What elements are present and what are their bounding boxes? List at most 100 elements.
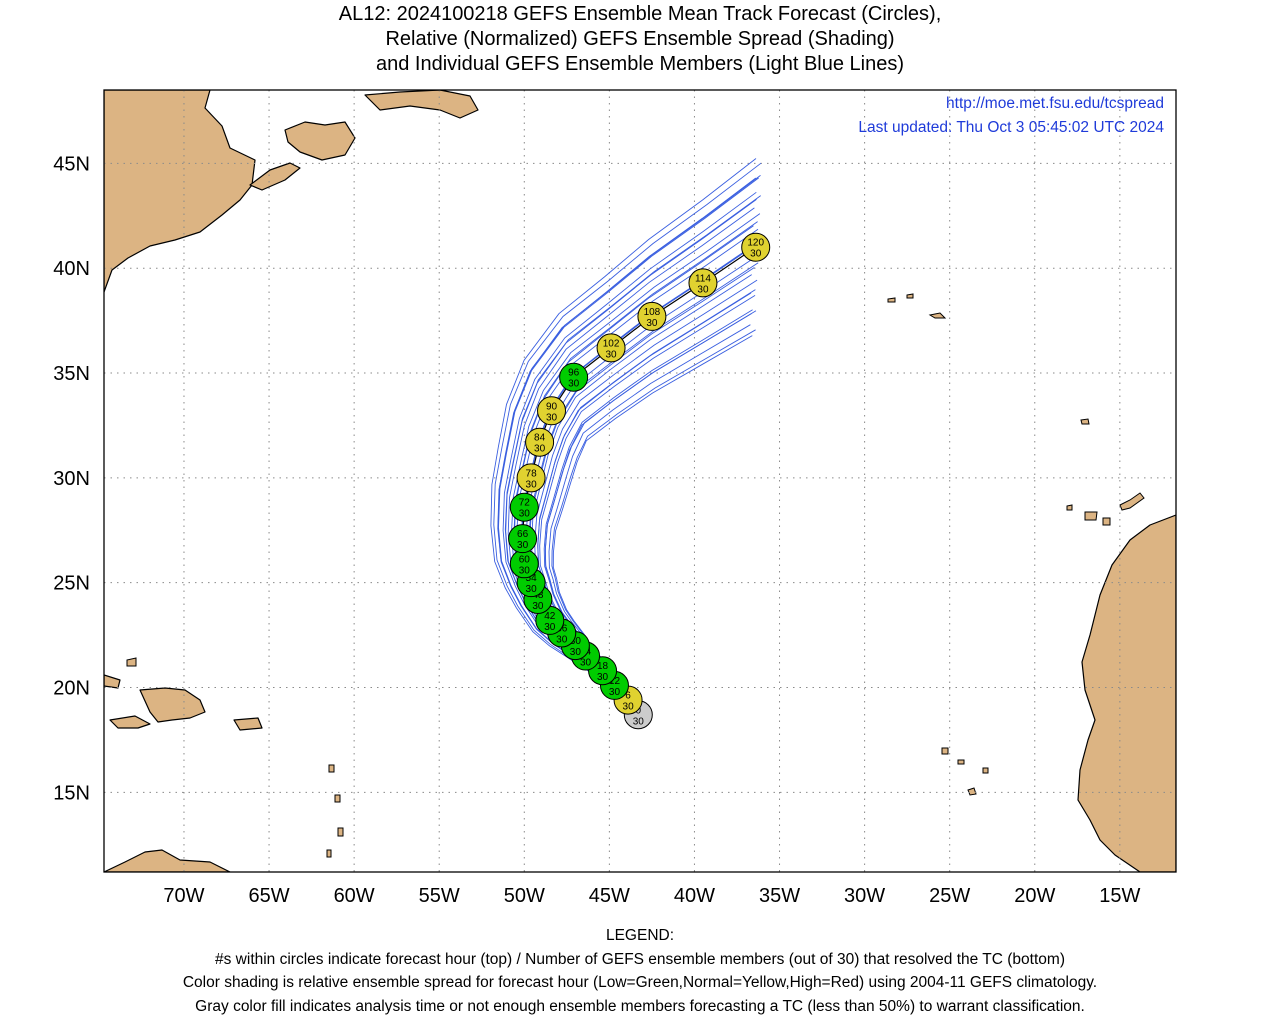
island [1084, 511, 1098, 521]
island [1066, 504, 1073, 511]
newfoundland-land [284, 121, 356, 161]
source-url[interactable]: http://moe.met.fsu.edu/tcspread [946, 95, 1164, 112]
lon-tick-label: 30W [844, 885, 885, 907]
island [1119, 492, 1145, 511]
member-count-label: 30 [532, 601, 544, 612]
forecast-circle [741, 232, 771, 262]
island [328, 764, 335, 773]
africa-land [1077, 514, 1176, 872]
island [887, 297, 896, 303]
cuba-land [104, 674, 121, 689]
lon-tick-label: 70W [163, 885, 204, 907]
lon-tick-label: 65W [248, 885, 289, 907]
island [326, 849, 332, 858]
forecast-hour-label: 54 [526, 573, 538, 584]
member-count-label: 30 [597, 672, 609, 683]
lon-tick-label: 15W [1099, 885, 1140, 907]
longitude-labels: 70W 65W 60W 55W 50W 45W 40W 35W 30W 25W 20W 15W [163, 885, 1140, 907]
island [928, 312, 947, 319]
forecast-hour-label: 42 [544, 611, 556, 622]
member-count-label: 30 [517, 540, 529, 551]
member-count-label: 30 [623, 702, 635, 713]
title-line-2: Relative (Normalized) GEFS Ensemble Spre… [385, 28, 895, 50]
member-count-label: 30 [556, 634, 568, 645]
title-line-1: AL12: 2024100218 GEFS Ensemble Mean Trac… [338, 3, 942, 25]
island [982, 767, 989, 774]
puerto-rico-land [233, 717, 263, 731]
title-line-3: and Individual GEFS Ensemble Members (Li… [375, 53, 905, 75]
forecast-circle [637, 301, 667, 331]
plot-frame [103, 89, 1177, 873]
member-count-label: 30 [546, 412, 558, 423]
forecast-hour-label: 108 [644, 307, 661, 318]
lon-tick-label: 45W [589, 885, 630, 907]
latitude-labels: 15N 20N 25N 30N 35N 40N 45N [53, 153, 90, 804]
forecast-circle [525, 427, 555, 457]
forecast-hour-label: 6 [625, 691, 631, 702]
lat-tick-label: 20N [53, 678, 90, 700]
forecast-hour-label: 120 [747, 238, 764, 249]
member-count-label: 30 [544, 622, 556, 633]
lat-tick-label: 45N [53, 153, 90, 175]
lon-tick-label: 20W [1014, 885, 1055, 907]
legend-line-2: Color shading is relative ensemble sprea… [182, 974, 1098, 991]
forecast-hour-label: 72 [519, 498, 531, 509]
forecast-circle [688, 268, 718, 298]
forecast-circle [508, 524, 538, 554]
lat-tick-label: 35N [53, 363, 90, 385]
lon-tick-label: 55W [419, 885, 460, 907]
forecast-circle [537, 396, 567, 426]
forecast-hour-label: 18 [597, 661, 609, 672]
forecast-hour-label: 66 [517, 529, 529, 540]
north-america-land [104, 90, 256, 293]
member-count-label: 30 [697, 284, 709, 295]
forecast-hour-label: 60 [519, 554, 531, 565]
island [906, 293, 914, 299]
island [334, 794, 341, 803]
member-count-label: 30 [519, 565, 531, 576]
forecast-hour-label: 102 [603, 338, 620, 349]
legend-line-3: Gray color fill indicates analysis time … [195, 997, 1085, 1015]
island [1080, 418, 1090, 425]
labrador-land [364, 90, 479, 119]
landmass-layer [104, 90, 1176, 872]
lat-tick-label: 15N [53, 782, 90, 804]
member-count-label: 30 [519, 509, 531, 520]
south-america-land [104, 849, 231, 872]
lon-tick-label: 50W [504, 885, 545, 907]
island [337, 827, 344, 837]
island [967, 787, 977, 796]
forecast-hour-label: 36 [556, 623, 568, 634]
lat-tick-label: 25N [53, 573, 90, 595]
island [126, 657, 137, 667]
island [957, 759, 965, 765]
small-islands [126, 293, 1145, 858]
member-count-label: 30 [609, 687, 621, 698]
lat-lon-grid [104, 90, 1176, 872]
forecast-circles: 0306301230183024303030363042304830543060… [508, 232, 771, 730]
forecast-circle [596, 333, 626, 363]
member-count-label: 30 [633, 716, 645, 727]
forecast-hour-label: 0 [636, 705, 642, 716]
lon-tick-label: 60W [334, 885, 375, 907]
member-count-label: 30 [534, 444, 546, 455]
forecast-hour-label: 114 [695, 273, 711, 284]
forecast-circle [509, 492, 539, 522]
lat-tick-label: 40N [53, 258, 90, 280]
member-count-label: 30 [568, 379, 580, 390]
lat-tick-label: 30N [53, 468, 90, 490]
island [1102, 517, 1111, 526]
island [941, 747, 949, 755]
forecast-circle [559, 362, 589, 392]
forecast-hour-label: 84 [534, 433, 546, 444]
member-count-label: 30 [526, 584, 538, 595]
